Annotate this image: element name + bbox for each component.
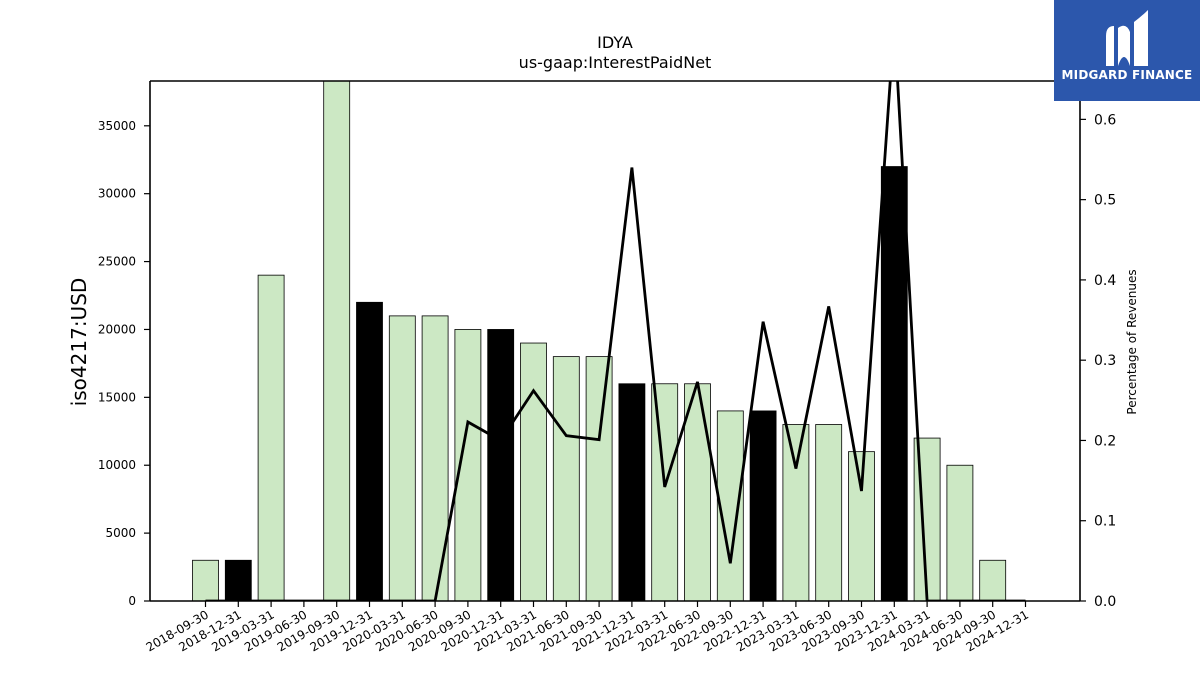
y-axis-ticks: 0 5000 10000 15000 20000 25000 30000 35000 <box>98 119 150 608</box>
y-axis-label: iso4217:USD <box>67 278 91 407</box>
bar <box>749 410 777 601</box>
logo-text: MIDGARD FINANCE <box>1061 68 1193 82</box>
chart-subtitle: us-gaap:InterestPaidNet <box>519 53 712 72</box>
line-series <box>205 81 1026 601</box>
bar <box>388 315 416 601</box>
y2-tick-label: 0.0 <box>1094 594 1116 610</box>
y-tick-label: 10000 <box>98 458 136 472</box>
bar <box>946 464 974 601</box>
bar <box>487 329 515 601</box>
y2-tick-label: 0.3 <box>1094 353 1116 369</box>
brand-logo: MIDGARD FINANCE <box>1054 0 1200 101</box>
y-tick-label: 5000 <box>105 526 136 540</box>
bar <box>585 356 613 601</box>
bar <box>192 559 219 601</box>
axes <box>149 80 1081 602</box>
y2-axis-label: Percentage of Revenues <box>1125 269 1139 414</box>
y2-tick-label: 0.5 <box>1094 193 1116 209</box>
bar <box>224 559 252 601</box>
bar <box>520 342 547 601</box>
y-tick-label: 30000 <box>98 187 136 201</box>
bar <box>257 274 285 601</box>
y2-tick-label: 0.1 <box>1094 514 1116 530</box>
bar-series <box>192 81 1007 601</box>
bar <box>618 383 646 601</box>
y2-tick-label: 0.2 <box>1094 433 1116 449</box>
bar <box>356 301 383 601</box>
y-tick-label: 20000 <box>98 322 136 336</box>
bar <box>684 383 711 601</box>
y-tick-label: 0 <box>128 594 136 608</box>
x-axis-ticks: 2018-09-302018-12-312019-03-312019-06-30… <box>144 601 1031 654</box>
series-line <box>205 81 1026 601</box>
y-tick-label: 35000 <box>98 119 136 133</box>
bar <box>552 356 580 601</box>
bar <box>651 383 679 601</box>
y2-tick-label: 0.6 <box>1094 112 1116 128</box>
y-tick-label: 15000 <box>98 390 136 404</box>
bar <box>323 81 351 601</box>
bar <box>782 424 810 601</box>
logo-mark-icon <box>1106 10 1148 66</box>
bar <box>880 166 908 601</box>
y2-tick-label: 0.4 <box>1094 273 1116 289</box>
bar <box>979 559 1007 601</box>
bar <box>815 424 843 601</box>
y-tick-label: 25000 <box>98 255 136 269</box>
chart-title: IDYA <box>597 33 633 52</box>
y2-axis-ticks: 0.0 0.1 0.2 0.3 0.4 0.5 0.6 <box>1080 112 1116 610</box>
